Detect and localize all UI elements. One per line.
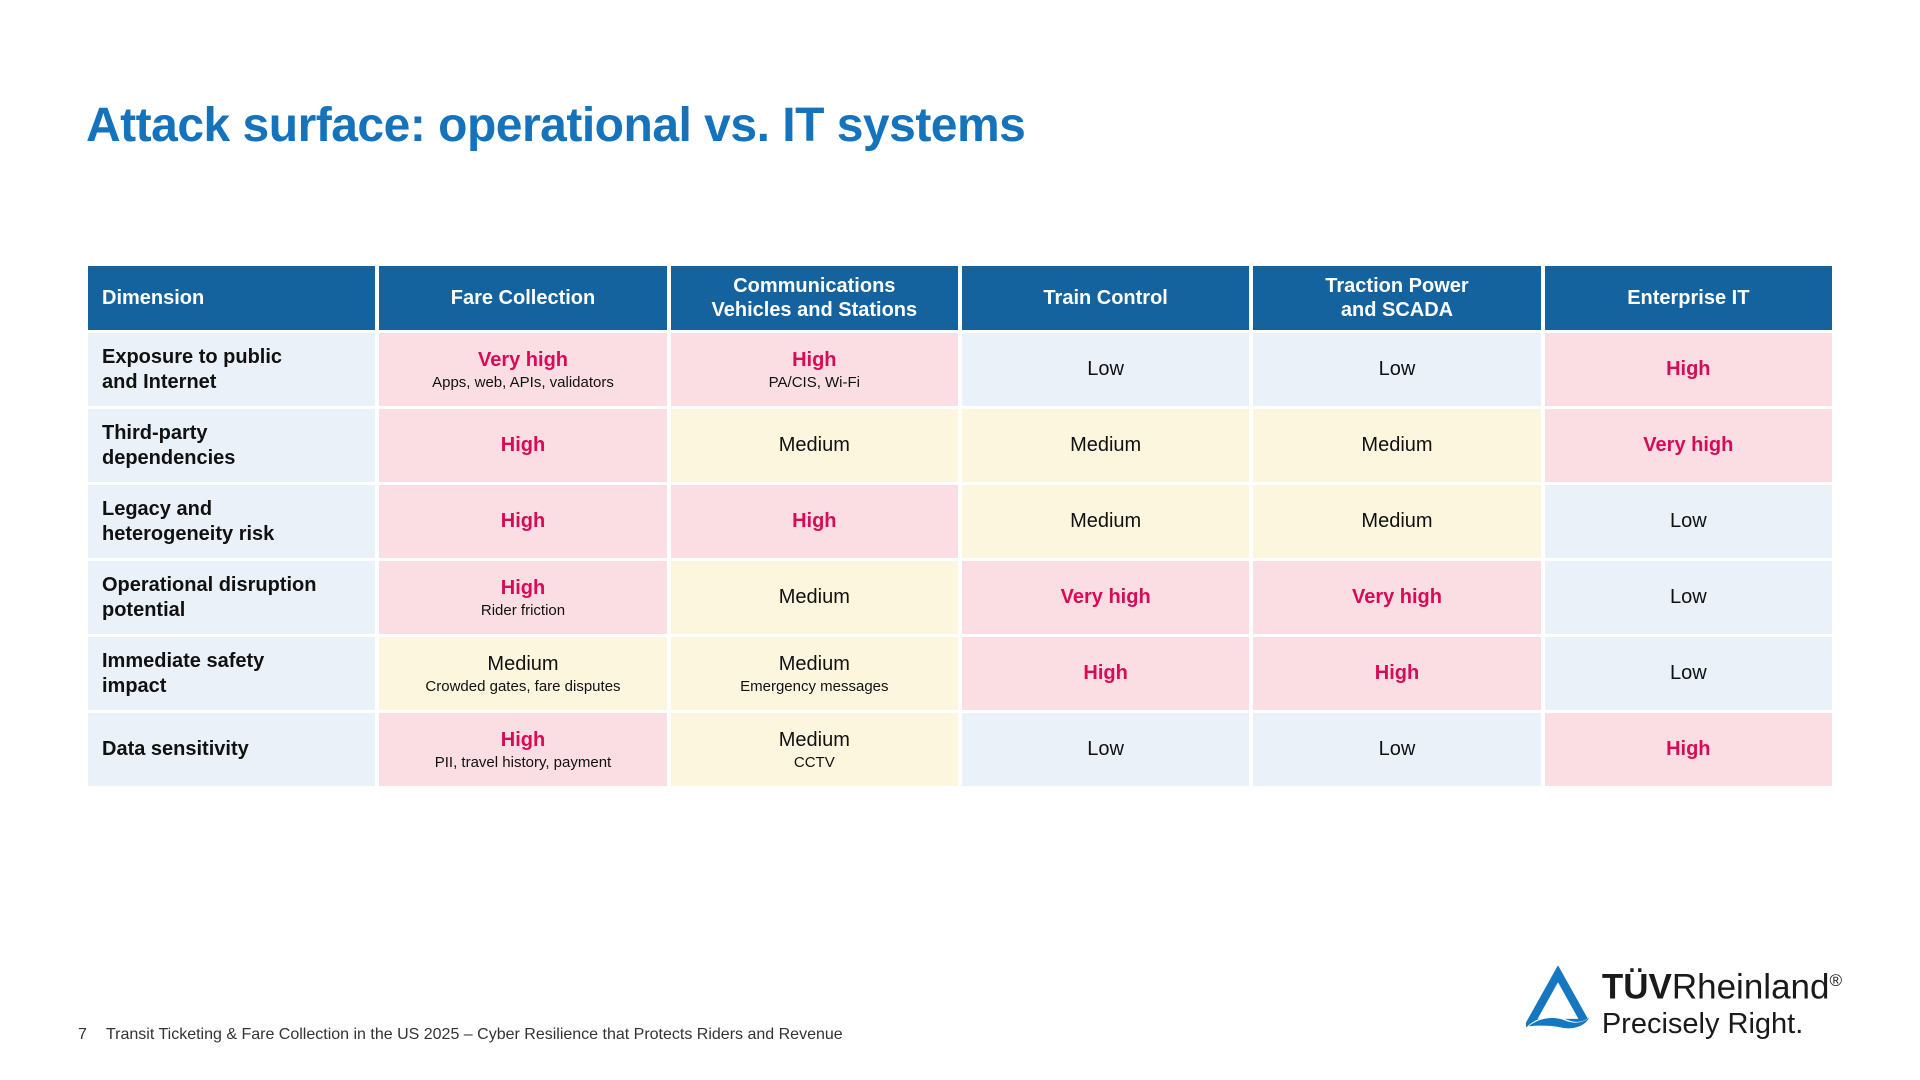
risk-level: Very high bbox=[1351, 586, 1442, 608]
risk-level: Medium bbox=[778, 652, 850, 675]
table-row: Data sensitivity High PII, travel histor… bbox=[88, 713, 1832, 786]
dimension-cell: Legacy and heterogeneity risk bbox=[88, 485, 376, 558]
risk-note: CCTV bbox=[793, 753, 835, 771]
dimension-cell: Data sensitivity bbox=[88, 713, 376, 786]
risk-cell: High Rider friction bbox=[379, 561, 667, 634]
risk-level: Medium bbox=[1361, 510, 1433, 532]
risk-cell: Medium bbox=[1253, 409, 1541, 482]
risk-level: High bbox=[500, 576, 546, 599]
risk-cell: High bbox=[1544, 333, 1832, 406]
dimension-cell: Immediate safety impact bbox=[88, 637, 376, 710]
risk-level: Low bbox=[1378, 738, 1416, 760]
column-header-enterprise-it: Enterprise IT bbox=[1544, 266, 1832, 330]
risk-level: High bbox=[1083, 662, 1128, 684]
risk-level: Low bbox=[1087, 738, 1124, 760]
risk-cell: Low bbox=[1544, 561, 1832, 634]
brand-tuv: TÜV bbox=[1601, 967, 1672, 1007]
risk-cell: Medium CCTV bbox=[670, 713, 958, 786]
table-header-row: Dimension Fare Collection Communications… bbox=[88, 266, 1832, 330]
risk-cell: Medium bbox=[670, 561, 958, 634]
risk-level: Medium bbox=[487, 652, 559, 675]
page-title: Attack surface: operational vs. IT syste… bbox=[86, 99, 1026, 153]
risk-level: Very high bbox=[1643, 434, 1734, 456]
risk-level: Low bbox=[1087, 358, 1124, 380]
risk-cell: Low bbox=[961, 713, 1250, 786]
risk-cell: Medium bbox=[670, 409, 958, 482]
risk-cell: High bbox=[379, 485, 667, 558]
risk-level: Very high bbox=[477, 348, 568, 371]
risk-cell: High bbox=[1253, 637, 1541, 710]
risk-cell: High bbox=[961, 637, 1250, 710]
risk-level: High bbox=[1374, 662, 1420, 684]
risk-cell: Low bbox=[1253, 333, 1541, 406]
column-header-traction-power: Traction Power and SCADA bbox=[1253, 266, 1541, 330]
registered-trademark-icon: ® bbox=[1829, 971, 1842, 990]
risk-note: Emergency messages bbox=[740, 677, 889, 695]
risk-cell: Very high Apps, web, APIs, validators bbox=[379, 333, 667, 406]
risk-level: Medium bbox=[778, 434, 850, 456]
risk-level: High bbox=[1666, 738, 1711, 760]
logo-text-block: TÜVRheinland® Precisely Right. bbox=[1602, 962, 1842, 1040]
risk-cell: Medium bbox=[961, 485, 1250, 558]
risk-cell: High PA/CIS, Wi-Fi bbox=[670, 333, 958, 406]
risk-level: High bbox=[792, 348, 837, 371]
footer-text: Transit Ticketing & Fare Collection in t… bbox=[106, 1026, 843, 1043]
risk-cell: Low bbox=[1544, 485, 1832, 558]
table-row: Exposure to public and Internet Very hig… bbox=[88, 333, 1832, 406]
table-row: Legacy and heterogeneity risk High High … bbox=[88, 485, 1832, 558]
tuv-rheinland-logo: TÜVRheinland® Precisely Right. bbox=[1525, 962, 1842, 1040]
risk-level: Medium bbox=[778, 586, 850, 608]
risk-cell: Low bbox=[961, 333, 1250, 406]
risk-cell: Low bbox=[1544, 637, 1832, 710]
brand-name: TÜVRheinland® bbox=[1602, 962, 1842, 1007]
risk-level: Very high bbox=[1060, 586, 1151, 608]
risk-cell: High PII, travel history, payment bbox=[379, 713, 667, 786]
brand-tagline: Precisely Right. bbox=[1601, 1007, 1804, 1040]
table-row: Third-party dependencies High Medium Med… bbox=[88, 409, 1832, 482]
page-number: 7 bbox=[78, 1026, 87, 1043]
risk-level: Medium bbox=[1361, 434, 1433, 456]
risk-level: Medium bbox=[1070, 510, 1142, 532]
risk-cell: Very high bbox=[1253, 561, 1541, 634]
risk-level: Low bbox=[1669, 586, 1707, 608]
risk-level: Medium bbox=[778, 728, 850, 751]
column-header-communications: Communications Vehicles and Stations bbox=[670, 266, 958, 330]
risk-note: Rider friction bbox=[480, 601, 566, 619]
risk-level: Low bbox=[1669, 662, 1707, 684]
attack-surface-table: Dimension Fare Collection Communications… bbox=[84, 263, 1836, 789]
brand-rheinland: Rheinland bbox=[1671, 967, 1830, 1007]
risk-cell: Very high bbox=[961, 561, 1250, 634]
risk-cell: Medium bbox=[1253, 485, 1541, 558]
column-header-fare-collection: Fare Collection bbox=[379, 266, 667, 330]
risk-level: High bbox=[500, 510, 546, 532]
column-header-dimension: Dimension bbox=[88, 266, 376, 330]
risk-note: PA/CIS, Wi-Fi bbox=[768, 373, 861, 391]
risk-cell: Medium Crowded gates, fare disputes bbox=[379, 637, 667, 710]
risk-level: High bbox=[500, 434, 546, 456]
risk-cell: Medium bbox=[961, 409, 1250, 482]
risk-cell: Very high bbox=[1544, 409, 1832, 482]
risk-cell: Medium Emergency messages bbox=[670, 637, 958, 710]
dimension-cell: Exposure to public and Internet bbox=[88, 333, 376, 406]
risk-cell: High bbox=[379, 409, 667, 482]
risk-level: Medium bbox=[1070, 434, 1142, 456]
risk-level: High bbox=[1666, 358, 1711, 380]
risk-level: Low bbox=[1669, 510, 1707, 532]
risk-cell: Low bbox=[1253, 713, 1541, 786]
risk-level: High bbox=[792, 510, 837, 532]
risk-level: Low bbox=[1378, 358, 1416, 380]
risk-note: PII, travel history, payment bbox=[434, 753, 612, 771]
dimension-cell: Operational disruption potential bbox=[88, 561, 376, 634]
risk-level: High bbox=[500, 728, 546, 751]
risk-note: Apps, web, APIs, validators bbox=[432, 373, 614, 391]
dimension-cell: Third-party dependencies bbox=[88, 409, 376, 482]
risk-note: Crowded gates, fare disputes bbox=[425, 677, 621, 695]
tuv-triangle-icon bbox=[1525, 966, 1590, 1032]
table-row: Immediate safety impact Medium Crowded g… bbox=[88, 637, 1832, 710]
column-header-train-control: Train Control bbox=[961, 266, 1250, 330]
risk-cell: High bbox=[670, 485, 958, 558]
table-row: Operational disruption potential High Ri… bbox=[88, 561, 1832, 634]
risk-cell: High bbox=[1544, 713, 1832, 786]
attack-surface-table-container: Dimension Fare Collection Communications… bbox=[84, 263, 1836, 789]
